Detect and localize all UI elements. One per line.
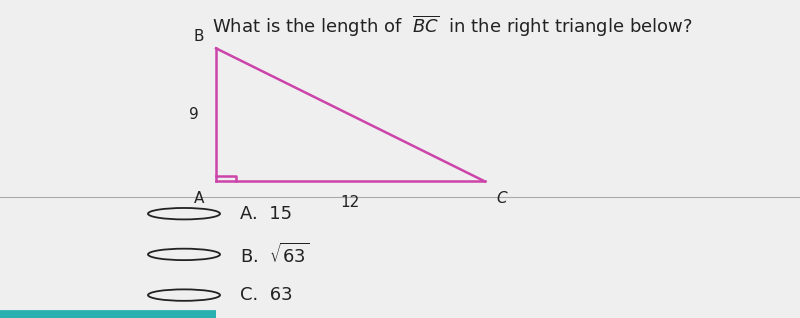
Circle shape <box>148 249 220 260</box>
Circle shape <box>148 208 220 219</box>
Text: What is the length of  $\overline{BC}$  in the right triangle below?: What is the length of $\overline{BC}$ in… <box>212 14 693 39</box>
Text: B.  $\sqrt{63}$: B. $\sqrt{63}$ <box>240 242 310 266</box>
Text: B: B <box>194 29 204 44</box>
Text: C: C <box>497 191 507 206</box>
Circle shape <box>148 289 220 301</box>
Text: A.  15: A. 15 <box>240 205 292 223</box>
Text: 9: 9 <box>189 107 198 122</box>
Text: C.  63: C. 63 <box>240 286 293 304</box>
Text: 12: 12 <box>341 195 360 210</box>
Text: A: A <box>194 191 204 206</box>
